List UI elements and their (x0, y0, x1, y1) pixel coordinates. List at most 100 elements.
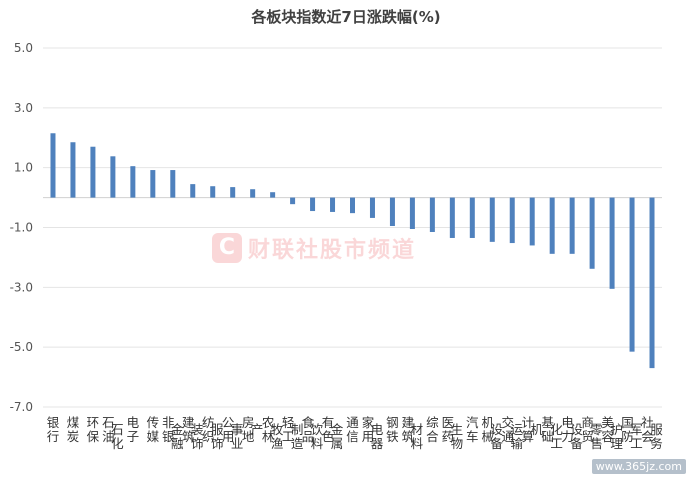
x-tick-label: 造 (291, 436, 304, 451)
x-tick-label: 军 (630, 422, 643, 437)
x-tick-label: 农 (262, 415, 275, 430)
x-tick-label: 电 (371, 422, 384, 437)
x-tick-label: 银 (162, 429, 175, 444)
x-tick-label: 械 (482, 429, 495, 444)
x-tick-label: 建 (182, 415, 195, 430)
x-tick-label: 护 (610, 422, 623, 437)
bar (90, 146, 96, 198)
x-tick-label: 商 (581, 415, 594, 430)
x-tick-label: 理 (610, 436, 623, 451)
x-tick-label: 会 (641, 429, 654, 444)
bar (649, 197, 655, 369)
x-tick-label: 算 (521, 429, 534, 444)
x-tick-label: 工 (550, 436, 563, 451)
x-tick-label: 备 (570, 436, 583, 451)
x-tick-label: 业 (231, 436, 244, 451)
x-tick-label: 传 (147, 415, 160, 430)
bar (609, 197, 615, 289)
site-watermark: www.365jz.com (591, 459, 686, 474)
x-tick-label: 品 (302, 429, 315, 444)
x-tick-label: 础 (541, 429, 554, 444)
bar (369, 197, 375, 218)
x-tick-label: 保 (87, 429, 100, 444)
x-tick-label: 信 (346, 429, 359, 444)
gridlines (43, 47, 662, 408)
x-tick-label: 基 (541, 415, 554, 430)
x-tick-label: 车 (466, 429, 479, 444)
x-axis-labels: 银行煤炭环保石油石化电子传媒非银金融建筑装饰纺织服饰公用事业房地产农林牧渔轻工制… (47, 415, 664, 451)
x-tick-label: 电 (561, 415, 574, 430)
x-tick-label: 防 (621, 429, 634, 444)
x-tick-label: 轻 (282, 415, 295, 430)
bar (230, 187, 236, 198)
x-tick-label: 铁 (386, 429, 399, 444)
y-tick-label: -3.0 (10, 280, 33, 294)
x-tick-label: 公 (222, 415, 235, 430)
y-axis-ticks: 5.0 3.0 1.0 -1.0 -3.0 -5.0 -7.0 (10, 41, 33, 414)
bar (250, 189, 256, 198)
x-tick-label: 牧 (271, 422, 284, 437)
x-tick-label: 媒 (147, 429, 160, 444)
x-tick-label: 石 (102, 415, 115, 430)
x-tick-label: 合 (426, 429, 439, 444)
bar (389, 197, 395, 227)
x-tick-label: 机 (482, 415, 495, 430)
bar (150, 170, 156, 198)
x-tick-label: 社 (641, 415, 654, 430)
x-tick-label: 建 (402, 415, 415, 430)
x-tick-label: 炭 (67, 429, 80, 444)
x-tick-label: 筑 (402, 429, 415, 444)
x-tick-label: 料 (411, 436, 424, 451)
chart-title: 各板块指数近7日涨跌幅(%) (251, 8, 441, 26)
x-tick-label: 食 (302, 415, 315, 430)
bars (50, 133, 655, 369)
x-tick-label: 备 (491, 436, 504, 451)
x-tick-label: 工 (630, 436, 643, 451)
watermark: C 财联社股市频道 (212, 232, 416, 264)
x-tick-label: 石 (111, 422, 124, 437)
bar (589, 197, 595, 269)
x-tick-label: 织 (202, 429, 215, 444)
x-tick-label: 贸 (581, 429, 594, 444)
bar (50, 133, 56, 198)
y-tick-label: -7.0 (10, 400, 33, 414)
x-tick-label: 饰 (211, 436, 224, 451)
bar (449, 197, 455, 238)
x-tick-label: 化 (111, 436, 124, 451)
bar (409, 197, 415, 229)
x-tick-label: 电 (127, 415, 140, 430)
x-tick-label: 属 (331, 436, 344, 451)
x-tick-label: 服 (650, 422, 663, 437)
bar (469, 197, 475, 238)
x-tick-label: 设 (570, 422, 583, 437)
bar (130, 166, 136, 198)
bar (170, 170, 176, 198)
bar (70, 142, 76, 198)
x-tick-label: 筑 (182, 429, 195, 444)
x-tick-label: 料 (311, 436, 324, 451)
x-tick-label: 务 (650, 436, 663, 451)
x-tick-label: 材 (411, 422, 424, 437)
x-tick-label: 药 (442, 429, 455, 444)
x-tick-label: 有 (322, 415, 335, 430)
x-tick-label: 金 (331, 422, 344, 437)
x-tick-label: 运 (510, 422, 523, 437)
x-tick-label: 产 (251, 422, 264, 437)
x-tick-label: 事 (231, 422, 244, 437)
x-tick-label: 综 (426, 415, 439, 430)
x-tick-label: 渔 (271, 436, 284, 451)
x-tick-label: 通 (346, 415, 359, 430)
x-tick-label: 力 (561, 429, 574, 444)
x-tick-label: 生 (451, 422, 464, 437)
y-tick-label: 1.0 (14, 161, 33, 175)
y-tick-label: 3.0 (14, 101, 33, 115)
x-tick-label: 输 (510, 436, 523, 451)
x-tick-label: 用 (362, 429, 375, 444)
bar (190, 184, 196, 198)
x-tick-label: 饮 (311, 422, 324, 437)
bar (489, 197, 495, 242)
bar (629, 197, 635, 352)
bar (310, 197, 316, 212)
bar (330, 197, 336, 212)
x-tick-label: 油 (102, 429, 115, 444)
